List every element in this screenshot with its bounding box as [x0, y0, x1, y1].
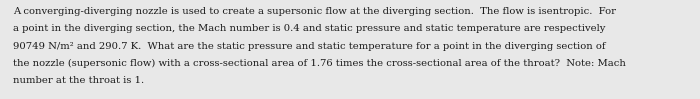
Text: the nozzle (supersonic flow) with a cross-sectional area of 1.76 times the cross: the nozzle (supersonic flow) with a cros… — [13, 59, 626, 68]
Text: number at the throat is 1.: number at the throat is 1. — [13, 76, 144, 85]
Text: 90749 N/m² and 290.7 K.  What are the static pressure and static temperature for: 90749 N/m² and 290.7 K. What are the sta… — [13, 42, 606, 51]
Text: A converging-diverging nozzle is used to create a supersonic flow at the divergi: A converging-diverging nozzle is used to… — [13, 7, 615, 16]
Text: a point in the diverging section, the Mach number is 0.4 and static pressure and: a point in the diverging section, the Ma… — [13, 24, 605, 33]
